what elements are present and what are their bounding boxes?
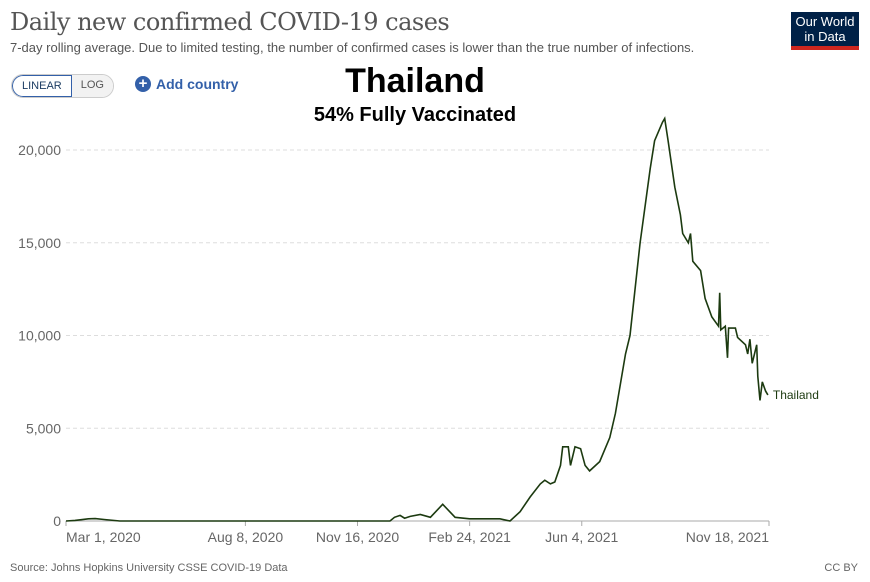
series-line-thailand — [65, 116, 769, 522]
x-tick-label: Feb 24, 2021 — [428, 529, 511, 545]
series-label-thailand: Thailand — [773, 388, 819, 402]
x-tick-label: Mar 1, 2020 — [66, 529, 141, 545]
source-note: Source: Johns Hopkins University CSSE CO… — [10, 562, 288, 574]
owid-logo[interactable]: Our World in Data — [791, 12, 859, 50]
y-tick-label: 10,000 — [18, 328, 61, 344]
log-button[interactable]: LOG — [71, 75, 113, 97]
y-tick-label: 5,000 — [26, 420, 61, 436]
x-tick-label: Aug 8, 2020 — [208, 529, 284, 545]
vaccination-heading: 54% Fully Vaccinated — [313, 104, 517, 126]
linear-button[interactable]: LINEAR — [12, 75, 72, 97]
x-tick-label: Jun 4, 2021 — [545, 529, 618, 545]
x-tick-label: Nov 16, 2020 — [316, 529, 399, 545]
add-country-button[interactable]: + Add country — [135, 76, 238, 92]
add-country-label: Add country — [156, 76, 239, 92]
y-tick-label: 0 — [53, 513, 61, 529]
y-tick-label: 20,000 — [18, 142, 61, 158]
chart-subtitle: 7-day rolling average. Due to limited te… — [10, 40, 695, 55]
chart-title: Daily new confirmed COVID-19 cases — [10, 8, 450, 36]
x-tick-label: Nov 18, 2021 — [686, 529, 769, 545]
plus-icon: + — [135, 76, 151, 92]
y-tick-label: 15,000 — [18, 235, 61, 251]
scale-toggle: LINEAR LOG — [11, 74, 114, 98]
license-link[interactable]: CC BY — [824, 562, 858, 574]
country-heading: Thailand — [345, 62, 485, 100]
